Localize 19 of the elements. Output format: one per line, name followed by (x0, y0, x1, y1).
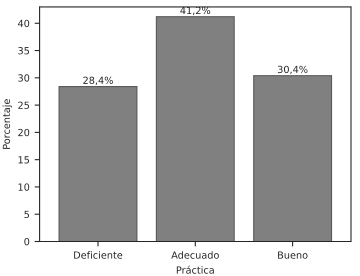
x-tick-label: Bueno (278, 252, 308, 259)
y-tick-label: 15 (18, 156, 30, 164)
y-tick-label: 5 (24, 210, 30, 218)
y-tick-label: 35 (18, 47, 30, 54)
y-axis-title: Porcentaje (2, 99, 12, 149)
x-tick-label: Deficiente (74, 251, 122, 259)
bar (156, 16, 235, 242)
y-tick-label: 30 (18, 74, 30, 82)
y-tick-label: 25 (18, 102, 30, 109)
y-tick-label: 0 (24, 238, 30, 246)
y-tick-label: 10 (18, 183, 30, 191)
x-tick-label: Adecuado (171, 251, 219, 259)
data-label: 28,4% (83, 76, 113, 85)
y-tick-label: 40 (18, 20, 30, 28)
y-tick-label: 20 (18, 128, 30, 136)
data-label: 30,4% (278, 66, 308, 74)
x-axis-title: Práctica (176, 266, 214, 274)
bar (253, 75, 332, 242)
bar (58, 86, 138, 242)
